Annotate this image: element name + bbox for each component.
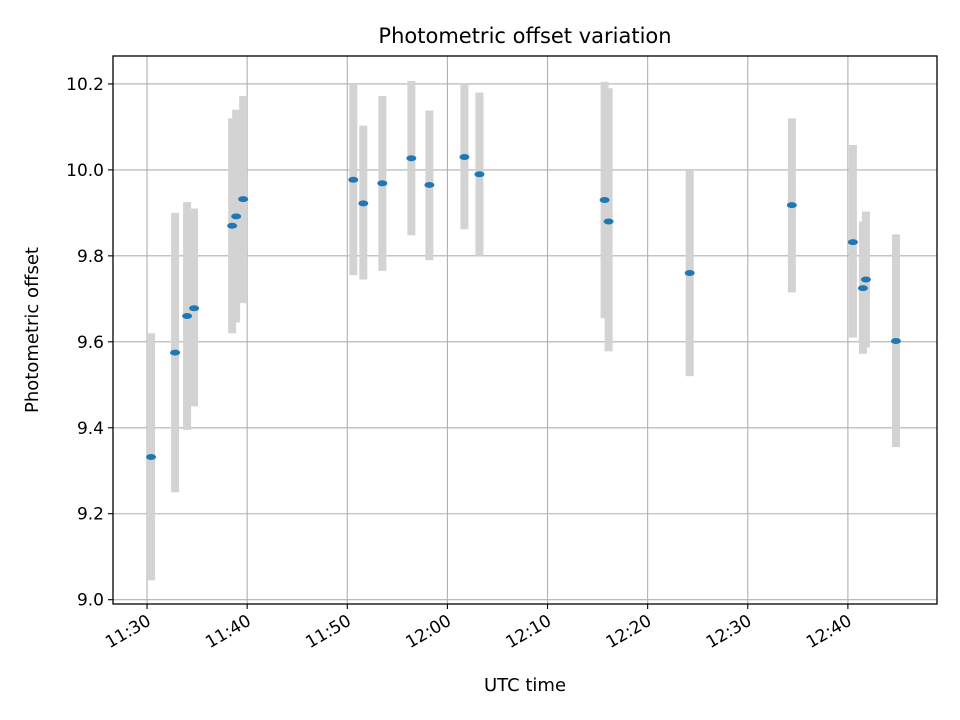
data-point bbox=[599, 196, 610, 203]
data-point bbox=[847, 239, 858, 246]
x-axis-label: UTC time bbox=[484, 675, 566, 696]
data-point bbox=[474, 171, 485, 178]
plot-area bbox=[113, 56, 937, 604]
data-point bbox=[231, 213, 242, 220]
y-tick-label: 10.0 bbox=[66, 161, 104, 181]
data-point bbox=[170, 349, 181, 356]
data-points bbox=[146, 154, 901, 461]
y-tick-label: 9.4 bbox=[77, 419, 104, 439]
y-axis: 9.0 9.2 9.4 9.6 9.8 10.0 10.2 bbox=[66, 75, 113, 611]
data-point bbox=[786, 202, 797, 209]
grid bbox=[113, 56, 937, 604]
data-point bbox=[182, 313, 193, 320]
y-tick-label: 9.8 bbox=[77, 247, 104, 267]
data-point bbox=[424, 181, 435, 188]
y-tick-label: 9.0 bbox=[77, 591, 104, 611]
data-point bbox=[146, 454, 157, 461]
y-tick-label: 10.2 bbox=[66, 75, 104, 95]
data-point bbox=[227, 222, 238, 229]
data-point bbox=[684, 270, 695, 277]
data-point bbox=[603, 218, 614, 225]
data-point bbox=[860, 276, 871, 283]
data-point bbox=[377, 180, 388, 187]
y-axis-label: Photometric offset bbox=[22, 247, 43, 413]
data-point bbox=[189, 305, 200, 312]
plot-frame bbox=[112, 55, 938, 605]
data-point bbox=[348, 176, 359, 183]
data-point bbox=[459, 154, 470, 161]
data-point bbox=[238, 196, 249, 203]
data-point bbox=[406, 155, 417, 162]
data-point bbox=[890, 337, 901, 344]
data-point bbox=[857, 285, 868, 292]
data-point bbox=[358, 200, 369, 207]
chart-title: Photometric offset variation bbox=[378, 24, 671, 48]
y-tick-label: 9.2 bbox=[77, 505, 104, 525]
y-tick-label: 9.6 bbox=[77, 333, 104, 353]
